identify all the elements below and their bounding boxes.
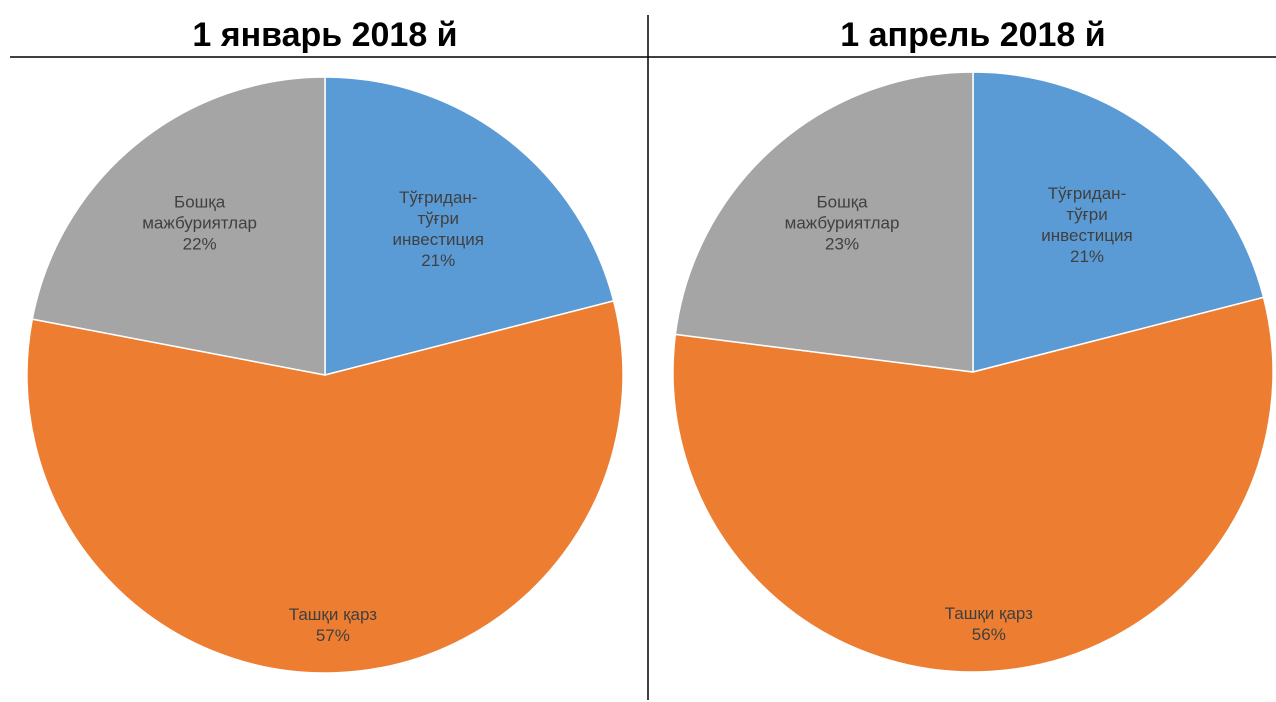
value-label: 56% [971, 624, 1006, 644]
slice-label: Тўғридан- тўғри инвестиция 21% [393, 187, 484, 271]
category-label: Ташқи қарз [944, 603, 1033, 623]
chart-title: 1 январь 2018 й [192, 16, 457, 54]
category-label: Ташқи қарз [288, 605, 378, 625]
slice-label: Ташқи қарз 56% [945, 603, 1033, 645]
category-label: Бошқа мажбуриятлар [142, 192, 258, 233]
pie-slice [672, 296, 1274, 673]
category-label: Бошқа мажбуриятлар [784, 192, 900, 233]
slice-label: Тўғридан- тўғри инвестиция 21% [1041, 183, 1132, 267]
value-label: 21% [1069, 247, 1105, 267]
slice-label: Ташқи қарз 57% [289, 604, 377, 646]
category-label: Тўғридан- тўғри инвестиция [392, 188, 484, 249]
chart-title: 1 апрель 2018 й [840, 16, 1105, 54]
slice-label: Бошқа мажбуриятлар 22% [142, 192, 257, 255]
pie-slice [324, 76, 615, 376]
value-label: 22% [182, 234, 217, 254]
pie-slice [31, 76, 326, 376]
pie-slice [26, 299, 624, 674]
category-label: Тўғридан- тўғри инвестиция [1041, 184, 1133, 246]
pie-slice [972, 71, 1265, 373]
value-label: 21% [421, 251, 456, 270]
slice-label: Бошқа мажбуриятлар 23% [785, 192, 900, 255]
value-label: 57% [315, 626, 350, 646]
value-label: 23% [825, 234, 860, 254]
pie-slice [674, 71, 974, 373]
